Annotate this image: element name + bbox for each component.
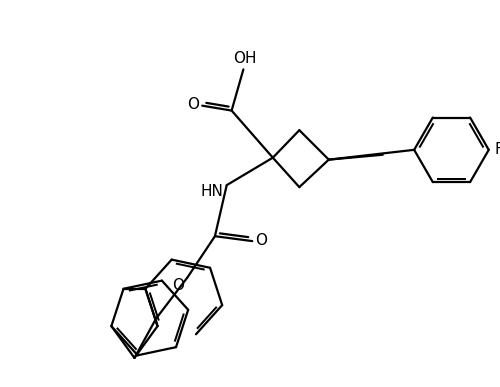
Text: HN: HN	[200, 183, 224, 199]
Text: O: O	[255, 233, 267, 248]
Text: O: O	[172, 278, 184, 293]
Text: OH: OH	[232, 51, 256, 66]
Text: O: O	[188, 97, 200, 112]
Text: F: F	[494, 142, 500, 158]
